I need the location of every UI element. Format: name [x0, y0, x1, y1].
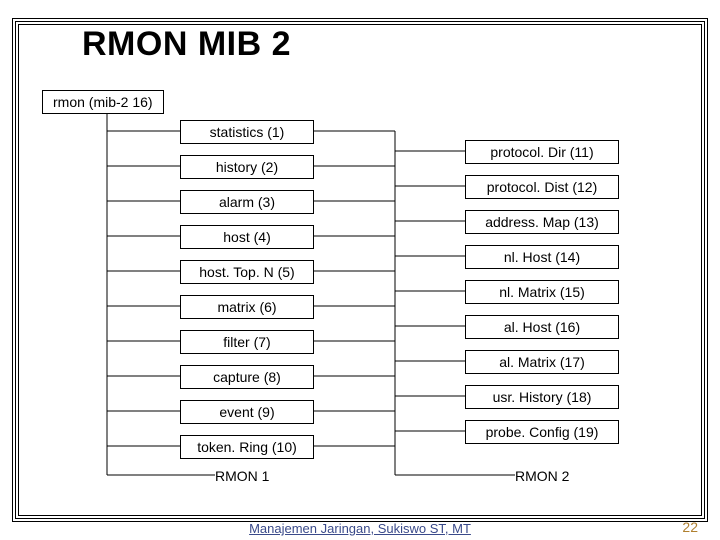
- node-addressmap: address. Map (13): [465, 210, 619, 234]
- node-filter: filter (7): [180, 330, 314, 354]
- node-probeconfig: probe. Config (19): [465, 420, 619, 444]
- node-nlhost: nl. Host (14): [465, 245, 619, 269]
- node-capture: capture (8): [180, 365, 314, 389]
- root-node: rmon (mib-2 16): [42, 90, 164, 114]
- node-statistics: statistics (1): [180, 120, 314, 144]
- rmon1-label: RMON 1: [215, 468, 269, 484]
- page-number: 22: [682, 519, 698, 535]
- connector-lines: [0, 0, 720, 540]
- node-usrhistory: usr. History (18): [465, 385, 619, 409]
- node-alarm: alarm (3): [180, 190, 314, 214]
- slide-title: RMON MIB 2: [82, 25, 291, 64]
- footer-text: Manajemen Jaringan, Sukiswo ST, MT: [0, 521, 720, 536]
- node-event: event (9): [180, 400, 314, 424]
- node-hosttopn: host. Top. N (5): [180, 260, 314, 284]
- node-alhost: al. Host (16): [465, 315, 619, 339]
- node-nlmatrix: nl. Matrix (15): [465, 280, 619, 304]
- node-matrix: matrix (6): [180, 295, 314, 319]
- node-almatrix: al. Matrix (17): [465, 350, 619, 374]
- node-tokenring: token. Ring (10): [180, 435, 314, 459]
- node-host: host (4): [180, 225, 314, 249]
- node-protocoldist: protocol. Dist (12): [465, 175, 619, 199]
- node-history: history (2): [180, 155, 314, 179]
- rmon2-label: RMON 2: [515, 468, 569, 484]
- node-protocoldir: protocol. Dir (11): [465, 140, 619, 164]
